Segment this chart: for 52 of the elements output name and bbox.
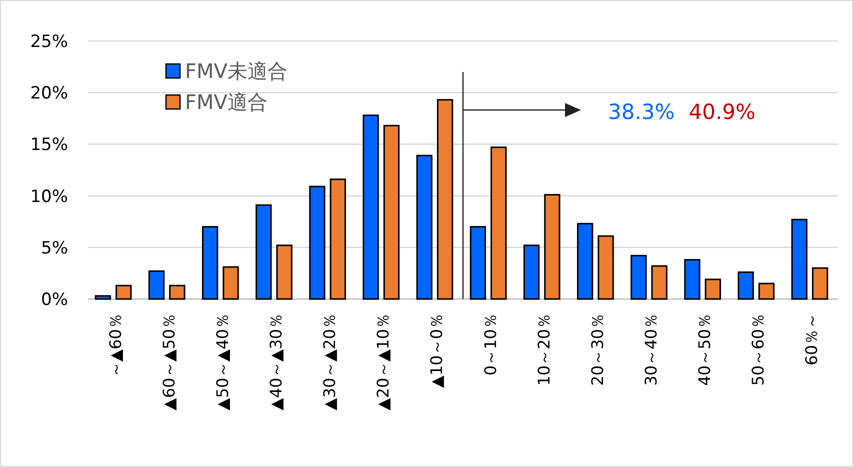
y-tick-label: 0%	[41, 290, 68, 310]
bar	[791, 218, 808, 300]
bar	[470, 226, 486, 300]
bar	[362, 114, 379, 300]
bar	[148, 270, 165, 300]
bar	[651, 265, 668, 300]
bar	[684, 259, 700, 300]
bar	[416, 154, 432, 300]
bar	[222, 266, 239, 300]
bar	[812, 267, 828, 300]
x-tick-label: 60％～	[802, 313, 822, 366]
y-tick-label: 25%	[30, 32, 68, 52]
y-tick-label: 5%	[41, 238, 68, 258]
bar	[383, 124, 400, 300]
x-tick-label: 0～10％	[480, 313, 500, 376]
bar	[436, 99, 454, 300]
bar	[577, 222, 594, 300]
y-tick-label: 10%	[30, 186, 68, 207]
y-tick-label: 20%	[30, 84, 68, 104]
bar	[490, 146, 507, 300]
bar	[544, 194, 560, 300]
bar	[630, 254, 647, 300]
y-tick-label: 15%	[30, 135, 68, 156]
bar	[256, 204, 272, 300]
x-tick-label: ▲10～0％	[427, 313, 446, 388]
bar	[169, 284, 186, 300]
annotation: 40.9%	[688, 100, 756, 124]
x-tick-label: ▲50～▲40％	[212, 313, 232, 410]
legend-label: FMV適合	[185, 90, 268, 114]
annotation: 38.3%	[608, 100, 675, 124]
x-tick-label: 20～30％	[588, 313, 607, 386]
x-tick-label: ▲40～▲30％	[266, 313, 286, 410]
x-tick-label: ▲60～▲50％	[159, 313, 178, 410]
bar	[202, 226, 218, 300]
bar	[276, 244, 292, 300]
bar	[738, 271, 754, 300]
bar	[758, 282, 775, 300]
bar	[309, 186, 326, 300]
x-tick-label: ～▲60％	[106, 313, 125, 378]
x-tick-label: 50～60％	[748, 313, 768, 386]
bar	[598, 235, 614, 300]
bar	[330, 178, 346, 300]
bar	[116, 284, 132, 300]
x-tick-label: 10～20％	[534, 313, 554, 386]
bar	[94, 295, 112, 300]
x-tick-label: 30～40％	[642, 313, 660, 386]
legend-label: FMV未適合	[185, 59, 288, 83]
bar	[523, 244, 540, 300]
bar	[704, 278, 721, 300]
x-tick-label: ▲30～▲20％	[320, 313, 340, 410]
x-tick-label: ▲20～▲10％	[374, 313, 393, 410]
x-tick-label: 40～50％	[695, 313, 714, 386]
